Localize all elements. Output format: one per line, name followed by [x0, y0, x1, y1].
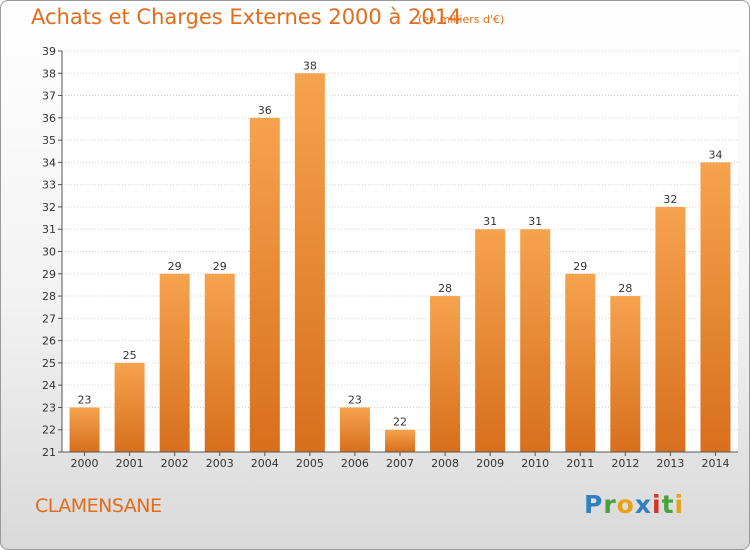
- logo-letter: t: [661, 490, 675, 519]
- y-tick-label: 32: [42, 201, 56, 214]
- bar: [520, 229, 551, 452]
- x-tick-label: 2004: [251, 457, 279, 470]
- x-tick-label: 2001: [116, 457, 144, 470]
- y-tick-label: 33: [42, 179, 56, 192]
- bar-value-label: 29: [213, 260, 227, 273]
- x-tick-label: 2006: [341, 457, 369, 470]
- bar: [249, 117, 280, 452]
- bar-value-label: 23: [348, 393, 362, 406]
- bar-value-label: 29: [168, 260, 182, 273]
- chart-title: Achats et Charges Externes 2000 à 2014: [31, 5, 462, 29]
- bar: [159, 273, 190, 452]
- y-tick-label: 26: [42, 335, 56, 348]
- y-tick-label: 21: [42, 446, 56, 459]
- bar-value-label: 22: [393, 416, 407, 429]
- bar: [655, 206, 686, 452]
- logo-letter: o: [616, 490, 635, 519]
- y-tick-label: 25: [42, 357, 56, 370]
- bar: [565, 273, 596, 452]
- bar-value-label: 31: [528, 215, 542, 228]
- bar: [204, 273, 235, 452]
- y-tick-label: 35: [42, 134, 56, 147]
- y-tick-label: 27: [42, 312, 56, 325]
- chart-subtitle: (en milliers d'€): [418, 13, 505, 26]
- bar: [610, 296, 641, 452]
- x-tick-label: 2008: [431, 457, 459, 470]
- bar-value-label: 28: [618, 282, 632, 295]
- x-tick-label: 2012: [611, 457, 639, 470]
- logo-letter: x: [634, 490, 652, 519]
- x-tick-label: 2000: [71, 457, 99, 470]
- bar-value-label: 23: [78, 393, 92, 406]
- x-tick-label: 2005: [296, 457, 324, 470]
- logo-letter: P: [584, 490, 604, 519]
- bar-value-label: 25: [123, 349, 137, 362]
- x-tick-label: 2007: [386, 457, 414, 470]
- x-tick-label: 2003: [206, 457, 234, 470]
- y-tick-label: 30: [42, 246, 56, 259]
- bar: [430, 296, 461, 452]
- bar: [475, 229, 506, 452]
- y-tick-label: 22: [42, 424, 56, 437]
- x-tick-label: 2013: [656, 457, 684, 470]
- y-tick-label: 39: [42, 45, 56, 58]
- bar-value-label: 34: [708, 148, 722, 161]
- bar: [385, 429, 415, 452]
- bar-value-label: 32: [663, 193, 677, 206]
- bar: [339, 407, 370, 452]
- bar: [114, 362, 145, 452]
- proxiti-logo[interactable]: Proxiti: [584, 490, 684, 519]
- bar-value-label: 38: [303, 59, 317, 72]
- y-tick-label: 28: [42, 290, 56, 303]
- bar: [69, 407, 100, 452]
- x-tick-label: 2010: [521, 457, 549, 470]
- bar-value-label: 31: [483, 215, 497, 228]
- x-tick-label: 2011: [566, 457, 594, 470]
- y-tick-label: 24: [42, 379, 56, 392]
- y-tick-label: 37: [42, 90, 56, 103]
- x-tick-label: 2002: [161, 457, 189, 470]
- y-tick-label: 36: [42, 112, 56, 125]
- y-tick-label: 38: [42, 67, 56, 80]
- x-tick-label: 2009: [476, 457, 504, 470]
- y-tick-label: 31: [42, 223, 56, 236]
- bar: [700, 162, 731, 452]
- bar-value-label: 29: [573, 260, 587, 273]
- logo-letter: r: [603, 490, 617, 519]
- bar-value-label: 28: [438, 282, 452, 295]
- logo-letter: i: [652, 490, 662, 519]
- commune-name: CLAMENSANE: [35, 495, 162, 517]
- bar-value-label: 36: [258, 104, 272, 117]
- y-tick-label: 29: [42, 268, 56, 281]
- y-tick-label: 34: [42, 156, 56, 169]
- logo-letter: i: [674, 490, 685, 519]
- y-tick-label: 23: [42, 401, 56, 414]
- bar: [294, 73, 325, 453]
- x-tick-label: 2014: [701, 457, 729, 470]
